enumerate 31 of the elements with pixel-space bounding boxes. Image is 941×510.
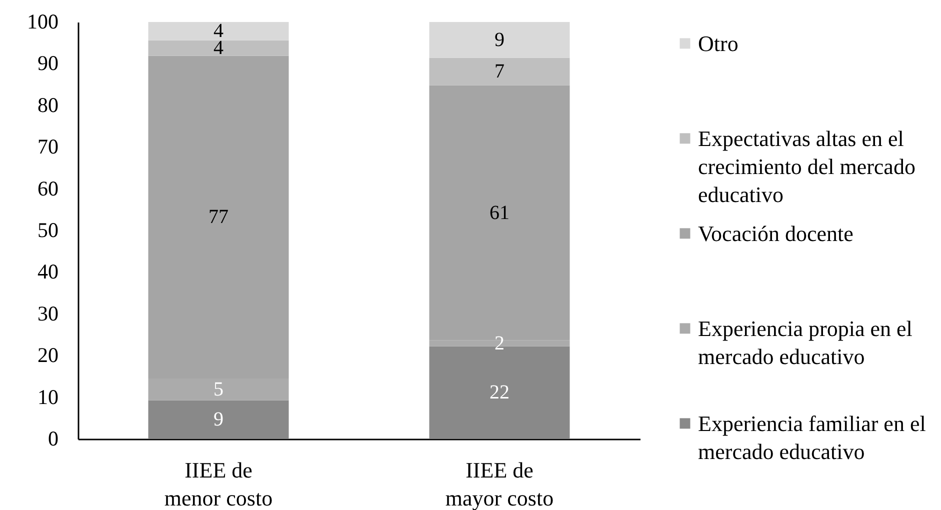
data-label: 22 bbox=[490, 382, 510, 404]
y-tick-label: 90 bbox=[38, 51, 58, 76]
data-label: 7 bbox=[494, 60, 504, 83]
y-tick-label: 30 bbox=[38, 301, 58, 326]
y-tick-label: 0 bbox=[48, 426, 58, 450]
data-label: 9 bbox=[494, 28, 504, 51]
legend-label: Experiencia familiar en el mercado educativo bbox=[698, 411, 926, 464]
data-label: 9 bbox=[214, 408, 224, 431]
y-tick-label: 40 bbox=[38, 260, 58, 284]
y-tick-label: 50 bbox=[38, 218, 58, 242]
x-tick-label: IIEE de mayor costo bbox=[445, 458, 554, 510]
y-tick-label: 80 bbox=[38, 92, 58, 117]
bar bbox=[148, 40, 289, 56]
legend-label: Expectativas altas en el crecimiento del mercado educativo bbox=[698, 126, 916, 207]
bar bbox=[429, 22, 570, 58]
bar bbox=[429, 58, 570, 86]
data-label: 77 bbox=[208, 206, 228, 228]
x-tick-label: IIEE de menor costo bbox=[164, 458, 273, 510]
y-tick-label: 100 bbox=[27, 10, 58, 34]
data-label: 5 bbox=[214, 378, 224, 400]
y-tick-label: 70 bbox=[38, 134, 58, 159]
legend-label: Otro bbox=[698, 31, 738, 56]
data-label: 61 bbox=[490, 202, 510, 224]
data-label: 2 bbox=[494, 332, 504, 354]
legend-label: Vocación docente bbox=[698, 221, 854, 246]
bar bbox=[148, 22, 289, 40]
bar bbox=[148, 400, 289, 439]
y-tick-label: 60 bbox=[38, 176, 58, 200]
legend-label: Experiencia propia en el mercado educativo bbox=[698, 316, 912, 369]
y-tick-label: 10 bbox=[38, 384, 58, 409]
y-tick-label: 20 bbox=[38, 343, 58, 368]
